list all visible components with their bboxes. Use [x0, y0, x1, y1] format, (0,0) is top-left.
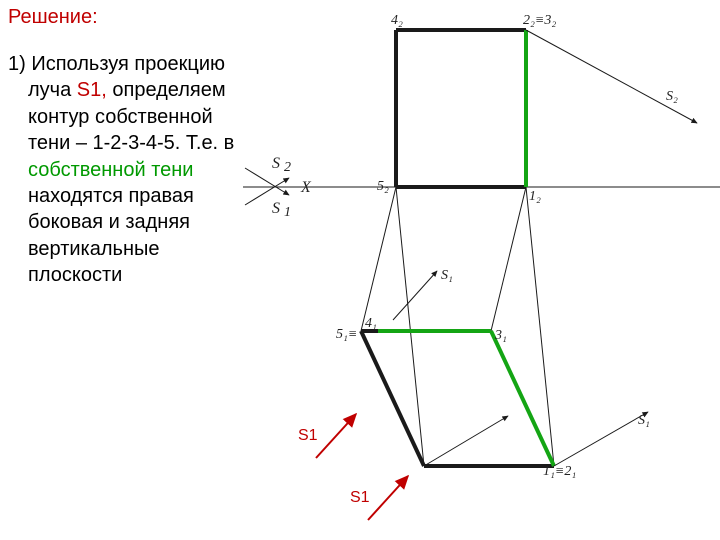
svg-text:S: S — [272, 155, 280, 172]
svg-text:S₂: S₂ — [666, 89, 678, 104]
projection-diagram: XS2S14₂2₂≡3₂5₂1₂5₁≡4₁3₁1₁≡2₁S₁S₁S₂S1S1 — [243, 0, 720, 540]
svg-text:5₂: 5₂ — [377, 179, 389, 194]
svg-text:1₁≡2₁: 1₁≡2₁ — [543, 464, 576, 479]
svg-text:S1: S1 — [298, 427, 318, 444]
svg-text:S₁: S₁ — [441, 268, 453, 283]
svg-text:1₂: 1₂ — [529, 189, 541, 204]
solution-heading: Решение: — [8, 4, 238, 31]
svg-text:2: 2 — [284, 160, 291, 175]
svg-text:4₂: 4₂ — [391, 13, 403, 28]
solution-text-column: Решение: 1) Используя проекцию луча S1, … — [8, 4, 238, 309]
svg-text:X: X — [300, 179, 312, 196]
svg-text:3₁: 3₁ — [494, 328, 507, 343]
green-phrase: собственной тени — [28, 159, 193, 181]
body-mid2: находятся правая боковая и задняя вертик… — [28, 185, 194, 286]
svg-text:5₁≡: 5₁≡ — [336, 327, 357, 342]
svg-text:S1: S1 — [350, 489, 370, 506]
svg-text:4₁: 4₁ — [365, 316, 377, 331]
svg-text:1: 1 — [284, 205, 291, 220]
solution-body: 1) Используя проекцию луча S1, определяе… — [8, 51, 238, 289]
s1-label: S1, — [77, 79, 107, 101]
svg-text:2₂≡3₂: 2₂≡3₂ — [523, 13, 556, 28]
svg-text:S₁: S₁ — [638, 413, 650, 428]
svg-text:S: S — [272, 200, 280, 217]
